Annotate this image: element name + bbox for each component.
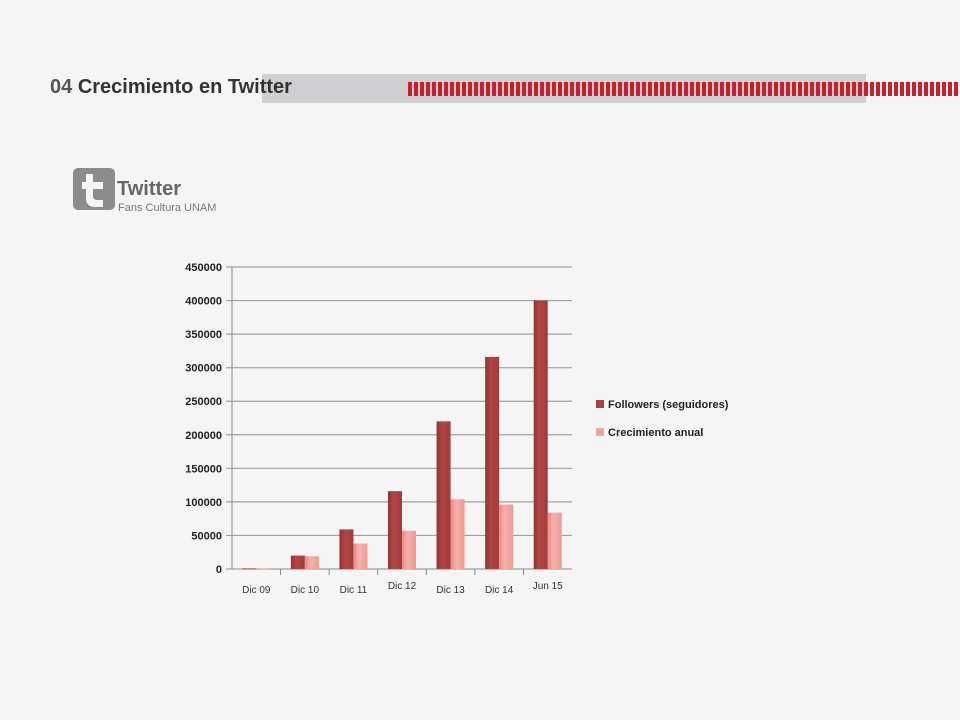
y-tick-label: 200000 [185,430,222,442]
twitter-t-icon [73,168,115,210]
bar-crecimiento-2 [353,543,368,569]
legend-label: Followers (seguidores) [608,399,729,411]
bar-followers-4 [436,421,451,569]
bar-crecimiento-3 [402,530,416,569]
x-category-label: Dic 10 [291,585,320,596]
section-title: Crecimiento en Twitter [77,76,292,98]
x-category-label: Jun 15 [533,581,563,592]
y-tick-label: 300000 [185,363,222,375]
brand-subtitle: Fans Cultura UNAM [118,202,217,214]
bar-followers-1 [290,555,305,569]
y-tick-label: 150000 [185,463,222,475]
bar-crecimiento-0 [256,568,271,570]
y-tick-label: 350000 [185,329,222,341]
bar-crecimiento-1 [304,556,319,569]
y-tick-label: 0 [216,564,222,576]
brand-title: Twitter [117,178,182,200]
bar-crecimiento-5 [499,504,514,569]
page-title: 04 Crecimiento en Twitter [50,76,292,99]
bar-followers-3 [388,491,402,569]
decorative-stripes [408,82,960,96]
legend-swatch [596,428,604,436]
x-category-label: Dic 12 [388,581,417,592]
y-tick-label: 50000 [191,530,222,542]
bar-followers-5 [485,356,500,569]
x-category-label: Dic 13 [436,585,465,596]
bar-followers-2 [339,529,354,569]
y-tick-label: 400000 [185,296,222,308]
legend-label: Crecimiento anual [608,427,703,439]
bar-crecimiento-4 [450,499,465,569]
x-category-label: Dic 09 [242,585,271,596]
x-category-label: Dic 11 [340,585,368,596]
y-tick-label: 100000 [185,497,222,509]
legend-swatch [596,400,604,408]
bar-crecimiento-6 [547,512,562,569]
bar-followers-6 [533,300,548,569]
section-number: 04 [50,76,73,98]
x-category-label: Dic 14 [485,585,514,596]
y-tick-label: 250000 [185,396,222,408]
bar-followers-0 [242,568,257,570]
y-tick-label: 450000 [185,262,222,274]
